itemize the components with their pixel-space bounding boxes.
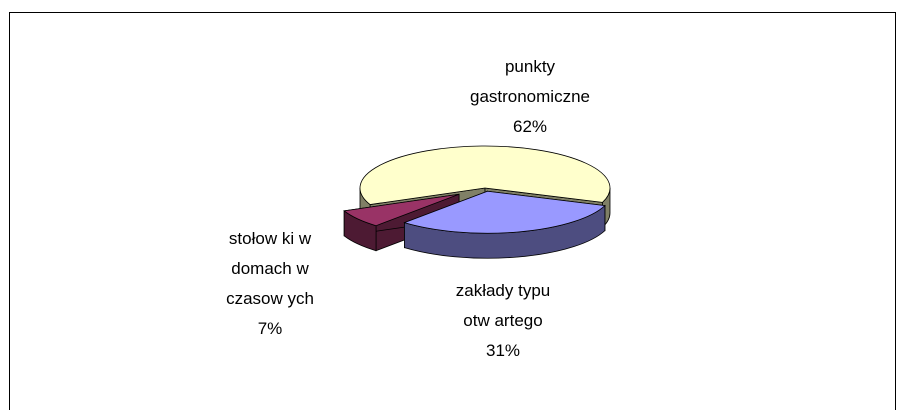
category-label: stołow ki w domach w czasow ych [226,229,314,308]
value-label: 31% [485,341,521,360]
value-label: 62% [512,117,548,136]
category-label: zakłady typu otw artego [455,281,551,330]
pie-slice [403,190,606,259]
data-label: punkty gastronomiczne 62% [460,52,600,142]
data-label: stołow ki w domach w czasow ych 7% [214,224,326,344]
slice-top [359,145,611,205]
category-label: punkty gastronomiczne [469,57,590,106]
slice-top [403,190,606,234]
value-label: 7% [257,319,283,338]
slice-top [343,193,460,227]
data-label: zakłady typu otw artego 31% [448,276,558,366]
chart-frame [9,12,896,410]
